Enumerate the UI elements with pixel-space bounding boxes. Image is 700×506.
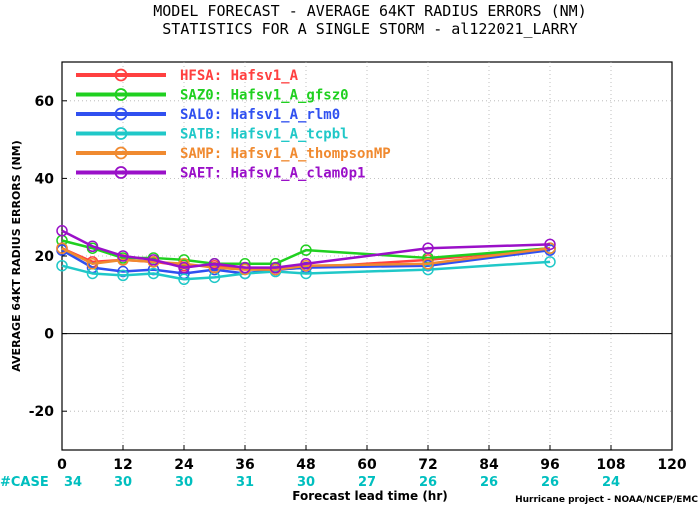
data-point	[300, 258, 312, 270]
legend-item: HFSA: Hafsv1_A	[76, 68, 299, 84]
case-count: 26	[480, 475, 498, 490]
legend-item: SAZ0: Hafsv1_A_gfsz0	[76, 88, 349, 104]
data-point	[239, 261, 251, 274]
legend-item: SAET: Hafsv1_A_clam0p1	[76, 166, 365, 182]
x-tick-label: 60	[357, 457, 377, 473]
data-point	[56, 225, 68, 237]
x-tick-label: 72	[418, 457, 437, 473]
case-count: 30	[297, 475, 315, 490]
data-point	[147, 267, 160, 280]
series-line	[61, 260, 551, 281]
y-tick-label: 60	[35, 94, 55, 110]
case-label: #CASE	[0, 475, 49, 490]
y-tick-label: 40	[35, 171, 55, 187]
legend-item: SAL0: Hafsv1_A_rlm0	[76, 107, 340, 123]
x-tick-label: 0	[57, 457, 67, 473]
data-point	[422, 258, 434, 270]
case-counts: 34 30 30 31 30 27 26 26 26 24	[64, 475, 620, 490]
chart-title-line2: STATISTICS FOR A SINGLE STORM - al122021…	[162, 20, 577, 38]
case-count: 27	[358, 475, 376, 490]
x-tick-label: 120	[657, 457, 686, 473]
case-count: 26	[541, 475, 559, 490]
series-line	[61, 246, 551, 271]
legend-label: SAET: Hafsv1_A_clam0p1	[180, 166, 365, 182]
legend-swatch-marker	[114, 107, 128, 121]
case-count: 24	[602, 475, 620, 490]
data-point	[544, 242, 556, 254]
data-point	[86, 240, 99, 253]
y-tick-label: -20	[29, 404, 55, 420]
case-count: 30	[114, 475, 132, 490]
axis-ticks: 0 12 24 36 48 60 72 84 96 108 120 -20 0 20 40 60	[29, 94, 687, 473]
chart-title-line1: MODEL FORECAST - AVERAGE 64KT RADIUS ERR…	[153, 2, 586, 20]
data-point	[544, 238, 556, 251]
legend-label: SATB: Hafsv1_A_tcpbl	[180, 127, 349, 143]
legend-label: SAMP: Hafsv1_A_thompsonMP	[180, 146, 391, 162]
data-point	[178, 261, 190, 274]
y-axis-label: AVERAGE 64KT RADIUS ERRORS (NM)	[10, 140, 23, 371]
series-line	[61, 229, 551, 269]
x-tick-label: 24	[174, 457, 194, 473]
data-point	[269, 261, 282, 274]
legend-swatch-marker	[114, 166, 128, 179]
x-tick-label: 12	[113, 457, 132, 473]
data-point	[544, 256, 556, 268]
data-point	[178, 273, 190, 286]
data-point	[147, 254, 160, 266]
x-tick-label: 36	[235, 457, 254, 473]
series-layer	[56, 225, 556, 286]
plot-area: 0 12 24 36 48 60 72 84 96 108 120 -20 0 20 40 60	[29, 61, 687, 473]
data-point	[86, 258, 99, 270]
series-5	[56, 225, 556, 274]
case-count: 26	[419, 475, 437, 490]
x-tick-label: 84	[479, 457, 499, 473]
data-point	[56, 242, 68, 254]
y-tick-label: 0	[44, 327, 54, 343]
legend-swatch-marker	[114, 88, 128, 101]
credit-label: Hurricane project - NOAA/NCEP/EMC	[515, 495, 698, 505]
legend-label: HFSA: Hafsv1_A	[180, 68, 299, 84]
legend-swatch-marker	[114, 127, 128, 140]
legend-swatch-marker	[114, 146, 128, 160]
data-point	[117, 250, 129, 262]
case-count: 34	[64, 475, 82, 490]
y-tick-label: 20	[35, 249, 55, 265]
legend: HFSA: Hafsv1_A SAZ0: Hafsv1_A_gfsz0 SAL0: …	[76, 68, 391, 182]
x-axis-label: Forecast lead time (hr)	[292, 489, 448, 503]
x-tick-label: 108	[596, 457, 625, 473]
data-point	[300, 244, 312, 256]
x-tick-label: 48	[296, 457, 315, 473]
case-count: 30	[175, 475, 193, 490]
legend-swatch-marker	[114, 68, 128, 82]
legend-item: SATB: Hafsv1_A_tcpbl	[76, 127, 349, 143]
data-point	[56, 259, 68, 272]
data-point	[422, 242, 434, 254]
legend-item: SAMP: Hafsv1_A_thompsonMP	[76, 146, 391, 162]
x-tick-label: 96	[540, 457, 559, 473]
series-line	[61, 248, 551, 275]
case-count: 31	[236, 475, 254, 490]
legend-label: SAL0: Hafsv1_A_rlm0	[180, 107, 340, 123]
data-point	[117, 269, 129, 282]
data-point	[208, 258, 221, 270]
legend-label: SAZ0: Hafsv1_A_gfsz0	[180, 88, 349, 104]
